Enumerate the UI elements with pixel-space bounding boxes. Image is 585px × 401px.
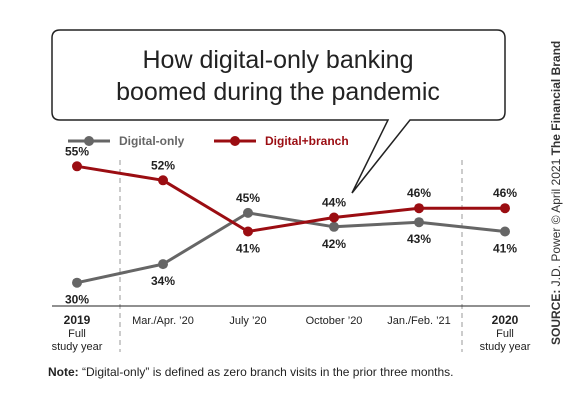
legend: Digital-only Digital+branch	[68, 134, 349, 148]
x-tick-label: 2020	[492, 313, 519, 327]
data-label-digital-branch: 41%	[236, 242, 260, 256]
data-point-digital-branch	[158, 175, 168, 186]
data-point-digital-branch	[329, 212, 339, 223]
source-text: J.D. Power © April 2021	[549, 155, 563, 289]
data-point-digital-only	[158, 259, 168, 270]
data-label-digital-branch: 46%	[493, 186, 517, 200]
x-tick-sublabel: study year	[52, 341, 103, 353]
x-tick-sublabel: Full	[68, 328, 86, 340]
title-callout	[51, 29, 506, 194]
x-tick-label: Mar./Apr. ’20	[132, 315, 194, 327]
x-tick-label: 2019	[64, 313, 91, 327]
note-text: “Digital-only” is defined as zero branch…	[78, 365, 454, 379]
x-tick-label: October ’20	[306, 315, 363, 327]
data-label-digital-branch: 55%	[65, 144, 89, 158]
source-credit: SOURCE: J.D. Power © April 2021 The Fina…	[549, 41, 563, 345]
brand-name: The Financial Brand	[549, 41, 563, 156]
x-tick-label: July ’20	[229, 315, 266, 327]
data-label-digital-branch: 46%	[407, 186, 431, 200]
note-label: Note:	[48, 365, 79, 379]
footnote: Note: “Digital-only” is defined as zero …	[48, 365, 454, 379]
chart-title-line-1: How digital-only banking	[143, 46, 414, 74]
data-point-digital-only	[72, 277, 82, 288]
data-point-digital-only	[243, 207, 253, 218]
legend-marker-digital-only	[84, 136, 94, 146]
legend-label-digital-branch: Digital+branch	[265, 134, 349, 148]
source-label: SOURCE:	[549, 290, 563, 345]
data-label-digital-only: 41%	[493, 242, 517, 256]
data-label-digital-only: 43%	[407, 232, 431, 246]
data-point-digital-only	[500, 226, 510, 237]
data-point-digital-branch	[414, 203, 424, 214]
data-label-digital-branch: 44%	[322, 196, 346, 210]
data-label-digital-only: 45%	[236, 191, 260, 205]
chart-title-line-2: boomed during the pandemic	[116, 78, 440, 106]
data-point-digital-branch	[72, 161, 82, 172]
legend-marker-digital-branch	[230, 136, 240, 146]
data-point-digital-only	[329, 221, 339, 232]
data-point-digital-only	[414, 217, 424, 228]
series-line-digital-branch	[76, 164, 505, 233]
series-line-digital-only	[76, 211, 506, 285]
data-label-digital-branch: 52%	[151, 158, 175, 172]
x-tick-sublabel: Full	[496, 328, 514, 340]
series-layer: 30% 34% 45% 42% 43% 41% 55% 52% 41% 44% 46% 46%	[65, 144, 517, 306]
data-point-digital-branch	[500, 203, 510, 214]
data-point-digital-branch	[243, 226, 253, 237]
data-label-digital-only: 34%	[151, 274, 175, 288]
x-tick-label: Jan./Feb. ’21	[387, 315, 451, 327]
data-label-digital-only: 30%	[65, 293, 89, 307]
x-tick-sublabel: study year	[480, 341, 531, 353]
data-label-digital-only: 42%	[322, 237, 346, 251]
legend-label-digital-only: Digital-only	[119, 134, 185, 148]
